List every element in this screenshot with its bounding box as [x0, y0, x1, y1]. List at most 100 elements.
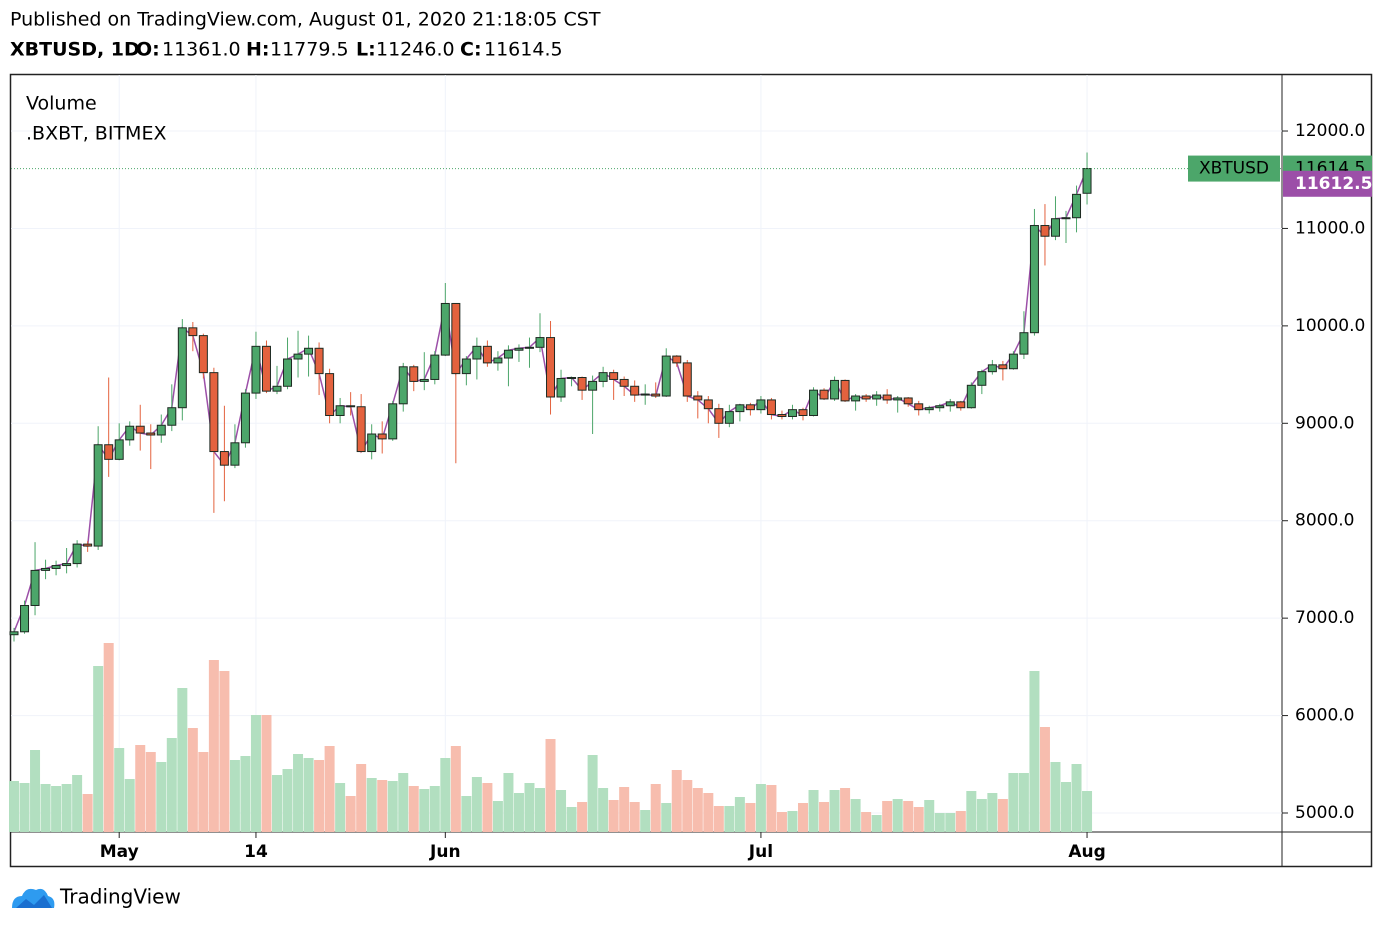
- c-value: 11614.5: [484, 39, 563, 61]
- candle-body: [356, 406, 366, 453]
- volume-bar: [629, 802, 640, 832]
- candle-body: [335, 405, 345, 417]
- candle-body: [251, 345, 261, 394]
- candle-body: [819, 389, 829, 400]
- volume-bar: [1029, 671, 1040, 832]
- volume-bar: [103, 643, 114, 832]
- volume-bar: [861, 812, 872, 832]
- volume-bar: [513, 793, 524, 832]
- legend-index: .BXBT, BITMEX: [26, 123, 166, 145]
- candle-body: [598, 372, 608, 382]
- candle-body: [409, 366, 419, 382]
- volume-bar: [250, 715, 261, 832]
- candle-body: [787, 409, 797, 417]
- candle-body: [167, 407, 177, 426]
- x-tick-label: Jun: [429, 842, 461, 862]
- candle-body: [503, 349, 513, 359]
- volume-bar: [819, 802, 830, 832]
- candle-body: [482, 345, 492, 364]
- candle-body: [1019, 332, 1029, 355]
- volume-bar: [913, 807, 924, 832]
- volume-bar: [598, 788, 609, 832]
- volume-bar: [440, 758, 451, 832]
- ohlc-line: XBTUSD, 1D O: 11361.0 H: 11779.5 L: 1124…: [10, 39, 563, 61]
- candle-body: [1072, 193, 1082, 219]
- candle-body: [451, 302, 461, 375]
- l-value: 11246.0: [376, 39, 455, 61]
- candle-body: [1029, 225, 1039, 334]
- candle-body: [777, 414, 787, 417]
- candle-body: [661, 355, 671, 397]
- volume-bar: [808, 790, 819, 832]
- candle-body: [177, 327, 187, 409]
- volume-bar: [208, 660, 219, 832]
- candle-body: [830, 379, 840, 400]
- legend-volume: Volume: [26, 93, 97, 115]
- volume-bar: [724, 806, 735, 832]
- volume-bar: [1008, 773, 1019, 832]
- volume-bar: [798, 803, 808, 832]
- volume-bar: [1050, 762, 1061, 832]
- candle-body: [567, 377, 577, 380]
- candle-body: [882, 394, 892, 401]
- volume-bar: [345, 796, 356, 832]
- candle-body: [188, 327, 198, 337]
- candle-body: [93, 444, 103, 547]
- candle-body: [325, 373, 335, 417]
- candle-body: [809, 389, 819, 417]
- candle-body: [230, 442, 240, 466]
- volume-bar: [30, 750, 41, 832]
- candle-body: [419, 378, 429, 382]
- volume-bar: [987, 793, 998, 832]
- volume-bar: [9, 781, 19, 832]
- candle-body: [977, 371, 987, 386]
- volume-bar: [471, 777, 482, 832]
- volume-bar: [93, 666, 104, 832]
- volume-bar: [398, 773, 409, 832]
- symbol: XBTUSD, 1D: [10, 39, 140, 61]
- brand: TradingView: [59, 885, 181, 909]
- volume-bar: [356, 764, 367, 832]
- volume-bar: [535, 788, 545, 832]
- volume-bar: [955, 811, 966, 832]
- volume-bar: [482, 783, 493, 832]
- volume-bar: [219, 671, 230, 832]
- candle-body: [240, 392, 250, 444]
- volume-bar: [903, 801, 914, 832]
- candle-body: [693, 395, 703, 401]
- volume-bar: [19, 783, 30, 832]
- volume-bar: [755, 784, 766, 832]
- candle-body: [872, 394, 882, 400]
- volume-bar: [997, 799, 1008, 832]
- candle-body: [346, 405, 356, 408]
- candle-body: [935, 405, 945, 409]
- x-tick-label: 14: [244, 842, 268, 862]
- volume-bar: [114, 748, 125, 832]
- volume-bar: [640, 810, 651, 832]
- volume-bar: [145, 752, 156, 832]
- volume-bar: [429, 786, 440, 832]
- volume-bar: [587, 755, 598, 832]
- x-tick-label: Jul: [748, 842, 773, 862]
- candle-body: [430, 354, 440, 380]
- volume-bar: [734, 797, 745, 832]
- candle-body: [198, 335, 208, 374]
- candle-body: [745, 404, 755, 411]
- volume-bar: [61, 784, 72, 832]
- l-label: L:: [356, 39, 376, 61]
- volume-bar: [924, 800, 935, 832]
- candle-body: [987, 364, 997, 373]
- candle-layer: [9, 152, 1282, 642]
- volume-bar: [545, 739, 556, 832]
- candle-body: [640, 393, 650, 396]
- volume-bar: [976, 799, 987, 832]
- candle-body: [83, 543, 93, 547]
- chart-frame: [9, 73, 1373, 868]
- index-price-tag-bg: [1283, 170, 1372, 197]
- volume-bar: [840, 788, 851, 832]
- volume-bar: [135, 745, 146, 832]
- volume-bar: [682, 780, 693, 832]
- volume-bar: [829, 790, 840, 832]
- volume-bar: [293, 754, 304, 832]
